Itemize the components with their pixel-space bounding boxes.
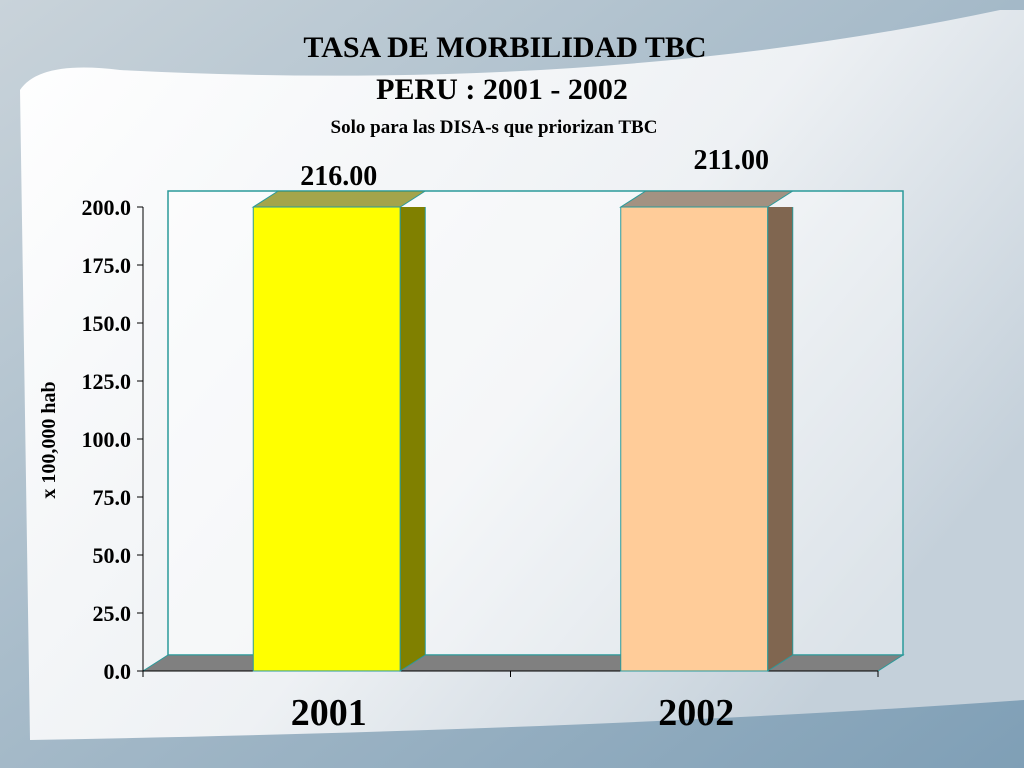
bar — [620, 207, 769, 672]
bar-side — [399, 207, 426, 672]
y-tick-label: 0.0 — [104, 659, 132, 684]
bar-side — [767, 207, 794, 672]
y-tick-label: 75.0 — [93, 485, 132, 510]
y-tick-label: 100.0 — [82, 427, 132, 452]
bar — [252, 207, 401, 672]
y-tick-label: 125.0 — [82, 369, 132, 394]
chart-title: TASA DE MORBILIDAD TBC — [303, 31, 706, 64]
chart-note: Solo para las DISA-s que priorizan TBC — [331, 117, 658, 138]
y-tick-label: 200.0 — [82, 195, 132, 220]
bar-top — [619, 190, 795, 208]
bars — [252, 207, 794, 672]
y-tick-label: 25.0 — [93, 601, 132, 626]
y-axis-title: x 100,000 hab — [38, 381, 60, 498]
value-label: 211.00 — [694, 145, 769, 176]
bar-top — [251, 190, 427, 208]
chart-subtitle: PERU : 2001 - 2002 — [376, 73, 628, 106]
y-tick-label: 150.0 — [82, 311, 132, 336]
x-tick-label: 2001 — [291, 692, 367, 734]
value-label: 216.00 — [300, 161, 377, 192]
y-tick-label: 175.0 — [82, 253, 132, 278]
x-tick-label: 2002 — [658, 692, 734, 734]
y-tick-label: 50.0 — [93, 543, 132, 568]
